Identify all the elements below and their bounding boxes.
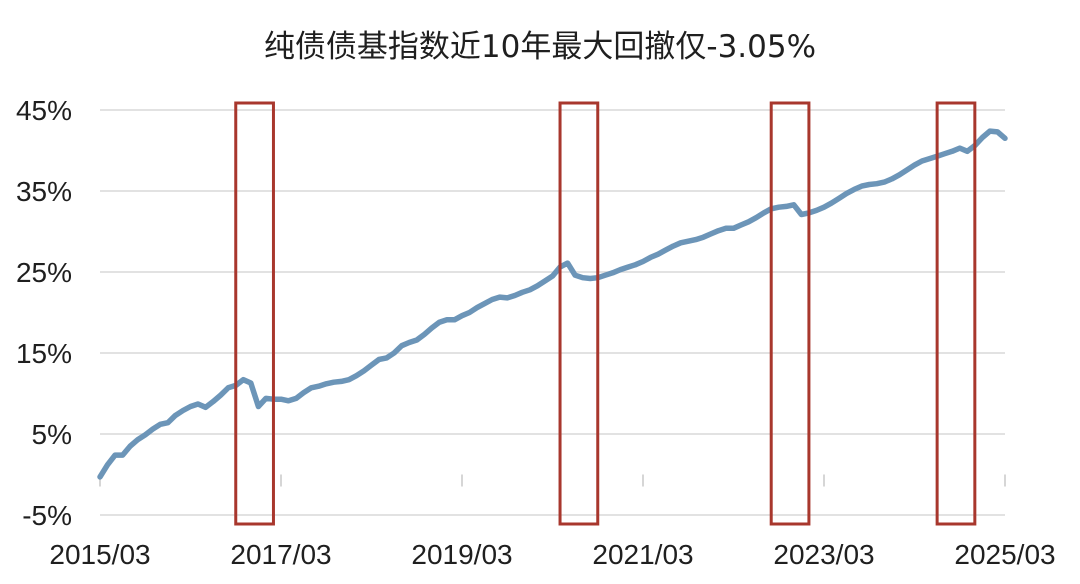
x-tick-label: 2015/03 (49, 539, 150, 570)
highlight-box (935, 101, 977, 526)
y-tick-label: -5% (22, 500, 72, 531)
highlight-boxes (234, 101, 977, 526)
series-layer (97, 128, 1008, 480)
chart-title: 纯债债基指数近10年最大回撤仅-3.05% (264, 29, 816, 65)
highlight-box (234, 101, 275, 526)
y-tick-labels: 45% 35% 25% 15% 5% -5% (16, 95, 72, 531)
y-tick-label: 15% (16, 338, 72, 369)
highlight-box (558, 101, 600, 526)
x-tick-label: 2017/03 (230, 539, 331, 570)
y-tick-label: 45% (16, 95, 72, 126)
y-tick-label: 35% (16, 176, 72, 207)
x-tick-label: 2023/03 (773, 539, 874, 570)
series-line (97, 128, 1008, 480)
x-tick-label: 2025/03 (954, 539, 1055, 570)
y-tick-label: 25% (16, 257, 72, 288)
x-tick-label: 2021/03 (592, 539, 693, 570)
x-tick-label: 2019/03 (411, 539, 512, 570)
highlight-box (769, 101, 811, 526)
y-tick-label: 5% (32, 419, 72, 450)
x-tick-labels: 2015/03 2017/03 2019/03 2021/03 2023/03 2025/… (49, 539, 1055, 570)
